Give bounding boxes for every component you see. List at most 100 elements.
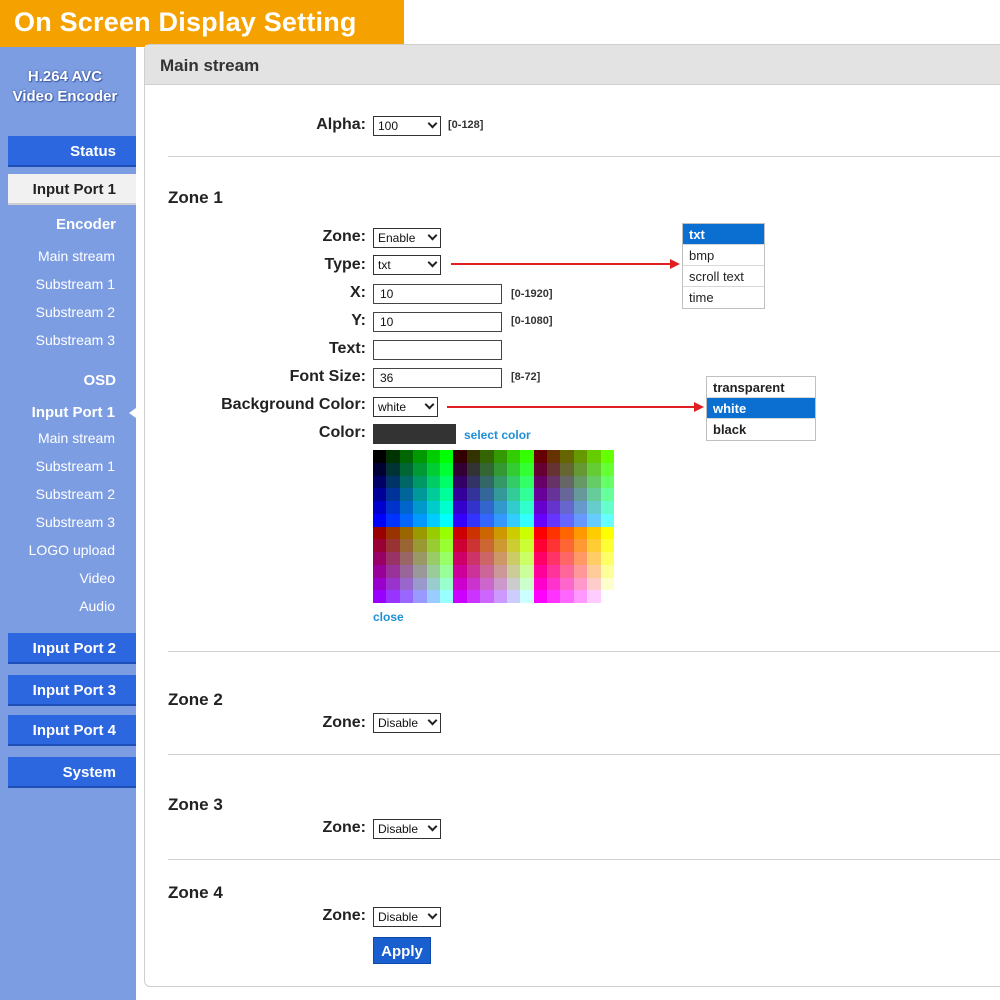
select-color-link[interactable]: select color [464,428,531,442]
palette-color-cell[interactable] [533,462,548,476]
palette-color-cell[interactable] [520,552,534,565]
palette-color-cell[interactable] [547,513,561,527]
palette-color-cell[interactable] [426,475,440,489]
palette-color-cell[interactable] [413,564,427,578]
palette-color-cell[interactable] [373,564,387,578]
palette-color-cell[interactable] [493,526,507,540]
palette-color-cell[interactable] [466,552,481,565]
palette-color-cell[interactable] [399,462,414,476]
palette-color-cell[interactable] [386,501,400,514]
palette-color-cell[interactable] [426,590,440,603]
palette-color-cell[interactable] [439,488,454,501]
palette-color-cell[interactable] [399,577,414,591]
palette-color-cell[interactable] [480,475,494,489]
sidebar-item-system[interactable]: System [8,757,136,788]
palette-color-cell[interactable] [399,590,414,603]
type-option-bmp[interactable]: bmp [683,245,764,266]
alpha-select[interactable]: 100 [373,116,441,136]
palette-color-cell[interactable] [547,552,561,565]
palette-color-cell[interactable] [506,552,521,565]
palette-color-cell[interactable] [493,513,507,527]
palette-color-cell[interactable] [547,501,561,514]
palette-color-cell[interactable] [493,552,507,565]
palette-color-cell[interactable] [506,501,521,514]
sidebar-item-input-port-1[interactable]: Input Port 1 [8,174,136,205]
zone-1-zone-select[interactable]: Enable [373,228,441,248]
palette-color-cell[interactable] [547,450,561,463]
palette-color-cell[interactable] [533,501,548,514]
palette-color-cell[interactable] [520,450,534,463]
palette-color-cell[interactable] [600,462,614,476]
palette-color-cell[interactable] [413,577,427,591]
palette-color-cell[interactable] [506,513,521,527]
palette-color-cell[interactable] [573,539,588,552]
palette-color-cell[interactable] [480,539,494,552]
palette-color-cell[interactable] [547,590,561,603]
palette-color-cell[interactable] [587,475,601,489]
palette-color-cell[interactable] [399,552,414,565]
palette-color-cell[interactable] [439,450,454,463]
sidebar-item-logo-upload[interactable]: LOGO upload [28,542,115,558]
palette-color-cell[interactable] [587,488,601,501]
palette-color-cell[interactable] [386,513,400,527]
close-palette-link[interactable]: close [373,610,404,624]
palette-color-cell[interactable] [480,552,494,565]
palette-color-cell[interactable] [466,590,481,603]
zone-1-text-input[interactable] [373,340,502,360]
bg-option-black[interactable]: black [713,422,747,437]
type-option-txt[interactable]: txt [683,224,764,245]
palette-color-cell[interactable] [386,526,400,540]
sidebar-item-video[interactable]: Video [79,570,115,586]
palette-color-cell[interactable] [493,488,507,501]
palette-color-cell[interactable] [600,577,614,591]
color-palette[interactable] [373,450,614,603]
palette-color-cell[interactable] [426,577,440,591]
palette-color-cell[interactable] [573,577,588,591]
palette-color-cell[interactable] [520,488,534,501]
palette-color-cell[interactable] [533,577,548,591]
palette-color-cell[interactable] [399,450,414,463]
palette-color-cell[interactable] [520,564,534,578]
sidebar-item-osd-substream-1[interactable]: Substream 1 [35,458,115,474]
palette-color-cell[interactable] [386,564,400,578]
palette-color-cell[interactable] [533,539,548,552]
palette-color-cell[interactable] [413,501,427,514]
palette-color-cell[interactable] [386,590,400,603]
palette-color-cell[interactable] [520,590,534,603]
palette-color-cell[interactable] [547,526,561,540]
palette-color-cell[interactable] [587,590,601,603]
palette-color-cell[interactable] [560,564,574,578]
palette-color-cell[interactable] [493,450,507,463]
palette-color-cell[interactable] [453,526,467,540]
palette-color-cell[interactable] [520,475,534,489]
palette-color-cell[interactable] [587,513,601,527]
palette-color-cell[interactable] [573,488,588,501]
sidebar-item-encoder-substream-2[interactable]: Substream 2 [35,304,115,320]
palette-color-cell[interactable] [506,475,521,489]
palette-color-cell[interactable] [373,552,387,565]
palette-color-cell[interactable] [573,552,588,565]
palette-color-cell[interactable] [399,475,414,489]
palette-color-cell[interactable] [453,513,467,527]
palette-color-cell[interactable] [560,488,574,501]
palette-color-cell[interactable] [600,450,614,463]
palette-color-cell[interactable] [439,513,454,527]
palette-color-cell[interactable] [373,450,387,463]
palette-color-cell[interactable] [386,577,400,591]
sidebar-section-osd[interactable]: OSD [83,372,116,389]
palette-color-cell[interactable] [533,552,548,565]
bg-option-white[interactable]: white [707,398,815,419]
palette-color-cell[interactable] [466,526,481,540]
palette-color-cell[interactable] [533,513,548,527]
palette-color-cell[interactable] [480,513,494,527]
palette-color-cell[interactable] [453,462,467,476]
palette-color-cell[interactable] [466,577,481,591]
palette-color-cell[interactable] [547,462,561,476]
palette-color-cell[interactable] [506,564,521,578]
palette-color-cell[interactable] [453,450,467,463]
palette-color-cell[interactable] [413,513,427,527]
palette-color-cell[interactable] [533,450,548,463]
palette-color-cell[interactable] [493,590,507,603]
palette-color-cell[interactable] [439,590,454,603]
palette-color-cell[interactable] [573,526,588,540]
